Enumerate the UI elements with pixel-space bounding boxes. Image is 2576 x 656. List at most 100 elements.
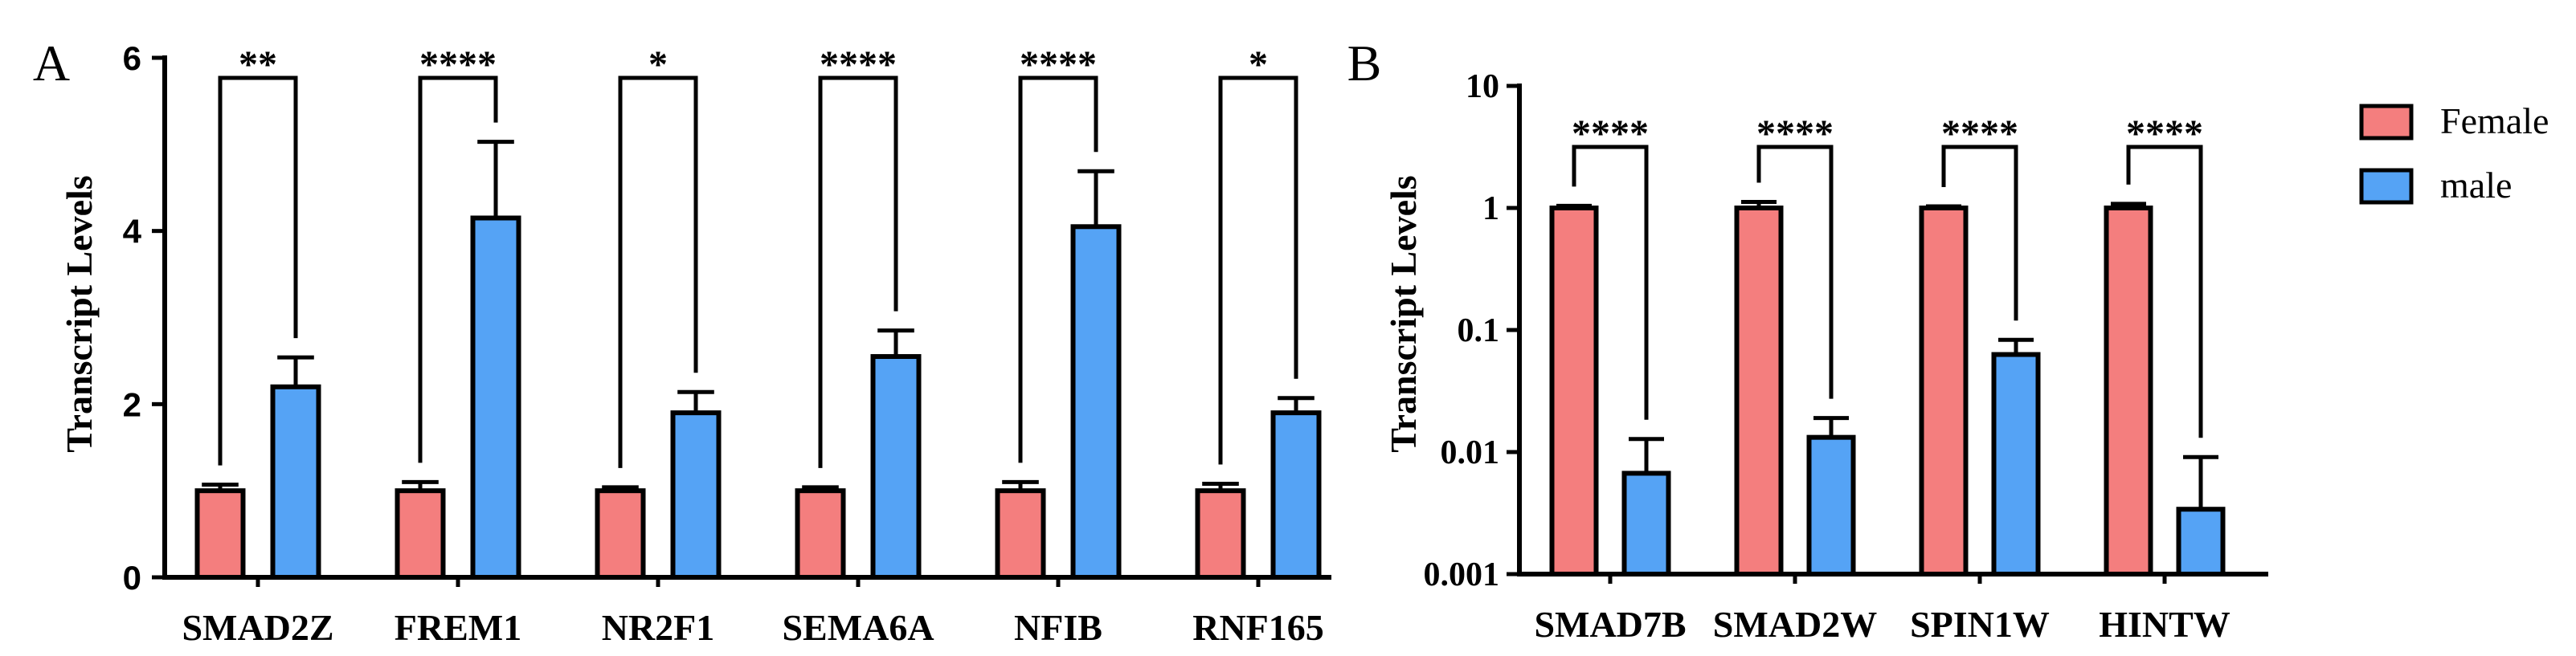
panel-b-y-axis-title: Transcript Levels bbox=[1383, 175, 1424, 452]
y-tick-label: 10 bbox=[1466, 68, 1499, 105]
bar-smad2z-female bbox=[194, 488, 246, 581]
error-bar bbox=[1741, 200, 1777, 208]
error-bar bbox=[202, 483, 239, 491]
x-category-label-hintw: HINTW bbox=[2099, 604, 2230, 645]
error-bar bbox=[402, 479, 439, 491]
legend-swatch-male bbox=[2359, 168, 2414, 205]
panel-b-plot-area: 0.001 0.01 0.1 1 10 SMAD7B SMAD2W SPIN1W HINTW **… bbox=[1424, 68, 2268, 645]
significance-stars: * bbox=[648, 43, 668, 86]
significance-bracket bbox=[1941, 145, 2018, 321]
panel-a-y-axis-title: Transcript Levels bbox=[59, 175, 100, 452]
x-category-label-smad2z: SMAD2Z bbox=[182, 607, 333, 648]
error-bar bbox=[1926, 204, 1961, 209]
bar-sema6a-female bbox=[795, 488, 846, 581]
significance-stars: * bbox=[1249, 43, 1268, 86]
bar-nr2f1-female bbox=[595, 488, 646, 581]
bar-nr2f1-male bbox=[670, 410, 722, 580]
bar-smad2z-male bbox=[270, 384, 321, 580]
error-bar bbox=[1813, 416, 1849, 438]
significance-bracket bbox=[818, 75, 898, 468]
significance: **************** bbox=[218, 43, 1298, 468]
bar-hintw-male bbox=[2176, 507, 2226, 577]
significance-bracket bbox=[2126, 145, 2203, 438]
axes: 0 2 4 6 SMAD2Z FREM1 NR2F1 SEMA6A NFIB RNF165 bbox=[123, 39, 1331, 648]
significance-bracket bbox=[1018, 75, 1098, 463]
legend-swatch-female bbox=[2359, 104, 2414, 141]
x-category-label-smad7b: SMAD7B bbox=[1534, 604, 1686, 645]
significance-bracket bbox=[218, 75, 298, 466]
error-bar bbox=[1998, 337, 2034, 355]
y-tick-label: 4 bbox=[123, 213, 142, 251]
bar-smad2w-female bbox=[1734, 206, 1784, 577]
significance-bracket bbox=[1218, 75, 1298, 465]
error-bar bbox=[1278, 396, 1315, 414]
bar-frem1-male bbox=[470, 215, 521, 580]
y-tick-label: 1 bbox=[1482, 190, 1499, 227]
bar-frem1-female bbox=[395, 488, 446, 581]
panel-b-label: B bbox=[1347, 35, 1382, 92]
bar-smad7b-female bbox=[1549, 206, 1599, 577]
legend-label-female: Female bbox=[2440, 100, 2549, 141]
bar-spin1w-female bbox=[1919, 206, 1969, 577]
significance-bracket bbox=[618, 75, 698, 468]
bar-sema6a-male bbox=[870, 354, 922, 580]
panel-a: A Transcript Levels 0 2 4 6 SMAD2Z FREM1 NR2F1… bbox=[33, 35, 1331, 648]
axes: 0.001 0.01 0.1 1 10 SMAD7B SMAD2W SPIN1W HINTW bbox=[1424, 68, 2268, 645]
error-bar bbox=[602, 485, 639, 491]
error-bar bbox=[2183, 454, 2218, 510]
significance-stars: **** bbox=[2126, 112, 2203, 155]
error-bar bbox=[1629, 437, 1664, 474]
y-tick-label: 0.001 bbox=[1424, 556, 1500, 593]
legend: Female male bbox=[2359, 100, 2549, 206]
error-bar bbox=[877, 328, 914, 357]
y-tick-label: 2 bbox=[123, 385, 141, 423]
error-bar bbox=[2111, 202, 2146, 208]
significance-stars: **** bbox=[1020, 43, 1097, 86]
x-category-label-sema6a: SEMA6A bbox=[782, 607, 934, 648]
error-bar bbox=[677, 389, 714, 414]
bar-spin1w-male bbox=[1991, 352, 2041, 577]
error-bar bbox=[802, 485, 839, 491]
legend-label-male: male bbox=[2440, 165, 2512, 206]
x-category-label-nfib: NFIB bbox=[1014, 607, 1102, 648]
y-tick-label: 0.01 bbox=[1441, 434, 1500, 471]
x-category-label-frem1: FREM1 bbox=[395, 607, 521, 648]
error-bar bbox=[1202, 482, 1239, 491]
significance-bracket bbox=[1572, 145, 1649, 420]
significance-stars: ** bbox=[239, 43, 277, 86]
bar-hintw-female bbox=[2104, 206, 2153, 577]
significance-bracket bbox=[1756, 145, 1834, 399]
error-bar bbox=[477, 140, 514, 218]
x-category-label-nr2f1: NR2F1 bbox=[602, 607, 715, 648]
error-bar bbox=[1556, 203, 1592, 208]
significance-stars: **** bbox=[820, 43, 897, 86]
y-tick-label: 6 bbox=[123, 39, 141, 77]
bar-nfib-male bbox=[1070, 224, 1122, 580]
y-tick-label: 0.1 bbox=[1458, 312, 1500, 349]
legend-entry-female: Female bbox=[2359, 100, 2549, 141]
significance-stars: **** bbox=[1572, 112, 1649, 155]
x-category-label-rnf165: RNF165 bbox=[1192, 607, 1324, 648]
bar-nfib-female bbox=[995, 488, 1046, 581]
significance-stars: **** bbox=[419, 43, 497, 86]
error-bars bbox=[202, 140, 1315, 491]
bar-rnf165-male bbox=[1270, 410, 1322, 580]
y-tick-label: 0 bbox=[123, 559, 141, 597]
significance-stars: **** bbox=[1941, 112, 2018, 155]
error-bar bbox=[1002, 479, 1039, 491]
error-bars bbox=[1556, 200, 2218, 510]
x-category-label-spin1w: SPIN1W bbox=[1910, 604, 2050, 645]
bar-smad7b-male bbox=[1621, 471, 1671, 577]
panel-b: B Transcript Levels 0.001 0.01 0.1 1 10 SMAD7… bbox=[1347, 35, 2268, 645]
error-bar bbox=[277, 355, 314, 387]
bar-rnf165-female bbox=[1195, 488, 1246, 581]
legend-entry-male: male bbox=[2359, 165, 2512, 206]
significance: **** **** **** **** bbox=[1572, 112, 2203, 438]
significance-bracket bbox=[418, 75, 498, 463]
bar-smad2w-male bbox=[1806, 434, 1856, 577]
error-bar bbox=[1077, 169, 1114, 227]
x-category-label-smad2w: SMAD2W bbox=[1713, 604, 1877, 645]
significance-stars: **** bbox=[1756, 112, 1834, 155]
